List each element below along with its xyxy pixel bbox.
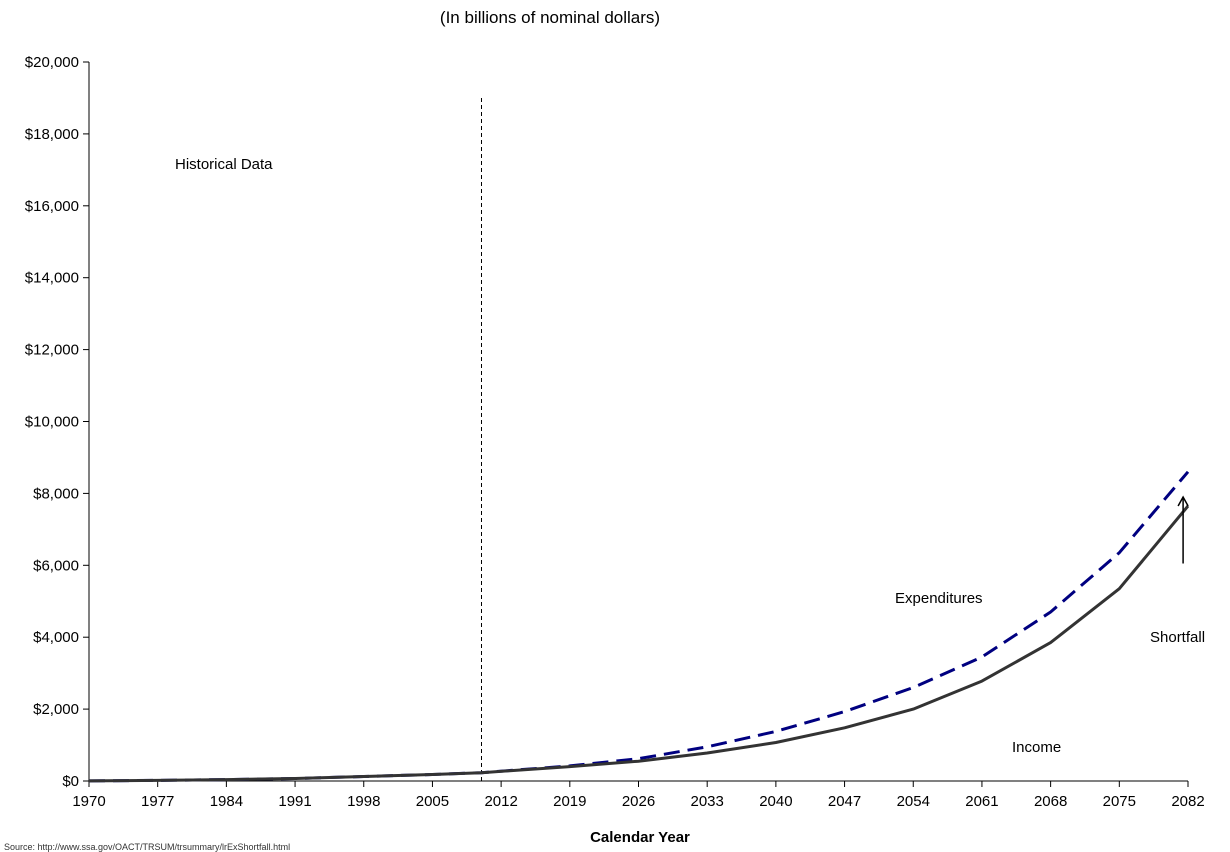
- x-tick-label: 1991: [278, 793, 311, 810]
- shortfall-arrow: [1177, 495, 1189, 564]
- x-axis: 1970 1977 1984 1991 1998 2005 2012 2019 2026 2033…: [72, 780, 1205, 810]
- y-tick-label: $4,000: [33, 629, 79, 646]
- shortfall-arrow-head: [1177, 495, 1189, 507]
- chart-subtitle: (In billions of nominal dollars): [439, 8, 661, 27]
- x-tick-label: 2068: [1034, 793, 1067, 810]
- source-note: Source: http://www.ssa.gov/OACT/TRSUM/tr…: [4, 842, 291, 852]
- income-series-line: [88, 505, 1190, 783]
- y-tick-label: $16,000: [25, 198, 79, 215]
- x-tick-label: 2040: [759, 793, 792, 810]
- y-tick-label: $0: [62, 773, 79, 790]
- x-axis-title: Calendar Year: [590, 829, 690, 846]
- expenditures-label: Expenditures: [895, 590, 983, 607]
- y-tick-label: $12,000: [25, 342, 79, 359]
- x-tick-label: 2012: [484, 793, 517, 810]
- income-label: Income: [1012, 739, 1061, 756]
- y-tick-label: $10,000: [25, 414, 79, 431]
- x-tick-label: 2005: [416, 793, 449, 810]
- y-tick-label: $6,000: [33, 557, 79, 574]
- y-tick-label: $20,000: [25, 54, 79, 71]
- series-lines: [88, 470, 1190, 783]
- x-tick-label: 2082: [1171, 793, 1204, 810]
- shortfall-label: Shortfall: [1150, 629, 1205, 646]
- x-tick-label: 1984: [210, 793, 243, 810]
- x-tick-label: 2026: [622, 793, 655, 810]
- x-tick-label: 1970: [72, 793, 105, 810]
- y-tick-label: $14,000: [25, 270, 79, 287]
- x-tick-label: 2075: [1103, 793, 1136, 810]
- x-tick-label: 2047: [828, 793, 861, 810]
- y-axis: $0 $2,000 $4,000 $6,000 $8,000 $10,000 $12,000…: [25, 54, 90, 790]
- historical-data-label: Historical Data: [175, 156, 273, 173]
- x-tick-label: 2054: [897, 793, 930, 810]
- y-tick-label: $8,000: [33, 485, 79, 502]
- expenditures-series-line: [88, 470, 1190, 783]
- y-tick-label: $18,000: [25, 126, 79, 143]
- x-tick-label: 2061: [965, 793, 998, 810]
- x-tick-label: 1977: [141, 793, 174, 810]
- x-tick-label: 2033: [691, 793, 724, 810]
- x-tick-label: 1998: [347, 793, 380, 810]
- y-tick-label: $2,000: [33, 701, 79, 718]
- x-tick-label: 2019: [553, 793, 586, 810]
